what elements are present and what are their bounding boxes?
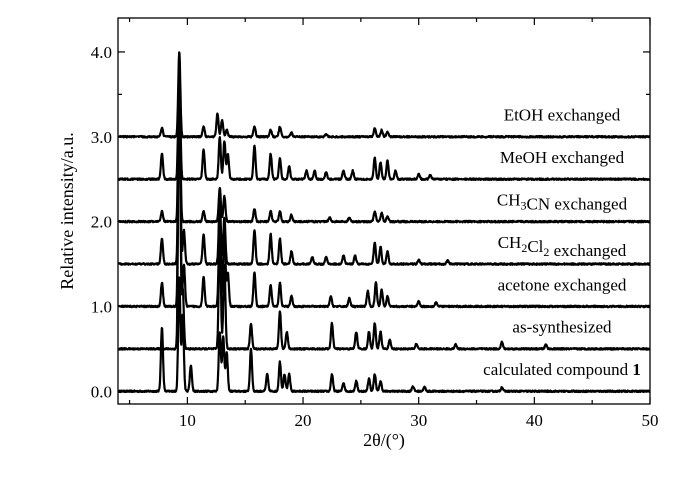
x-tick-label: 50 <box>642 411 659 430</box>
y-tick-label: 3.0 <box>91 128 112 147</box>
y-tick-label: 0.0 <box>91 382 112 401</box>
plot-frame <box>117 17 651 405</box>
series-label: CH2Cl2 exchanged <box>498 233 627 260</box>
series-label: calculated compound 1 <box>483 360 641 379</box>
series-label: CH3CN exchanged <box>497 190 628 213</box>
trace-line <box>118 61 651 266</box>
y-axis-title: Relative intensity/a.u. <box>57 132 77 289</box>
series-labels: calculated compound 1 as-synthesized aceto… <box>483 106 641 380</box>
series-label: as-synthesized <box>512 318 612 337</box>
trace-line <box>118 276 651 394</box>
series-label: acetone exchanged <box>498 275 627 294</box>
trace-line <box>118 52 651 351</box>
x-tick-label: 20 <box>295 411 312 430</box>
x-ticks: 10 20 30 40 50 <box>128 18 659 430</box>
x-tick-label: 10 <box>179 411 196 430</box>
trace-line <box>118 69 651 224</box>
trace-line <box>118 51 651 139</box>
series-label: MeOH exchanged <box>500 148 625 167</box>
y-tick-label: 2.0 <box>91 213 112 232</box>
x-tick-label: 30 <box>410 411 427 430</box>
trace-line <box>118 60 651 309</box>
y-tick-label: 4.0 <box>91 43 112 62</box>
y-tick-label: 1.0 <box>91 297 112 316</box>
series-label: EtOH exchanged <box>504 106 621 125</box>
x-axis-title: 2θ/(°) <box>363 430 405 451</box>
trace-line <box>118 60 651 181</box>
x-tick-label: 40 <box>526 411 543 430</box>
diffraction-traces <box>118 51 651 394</box>
